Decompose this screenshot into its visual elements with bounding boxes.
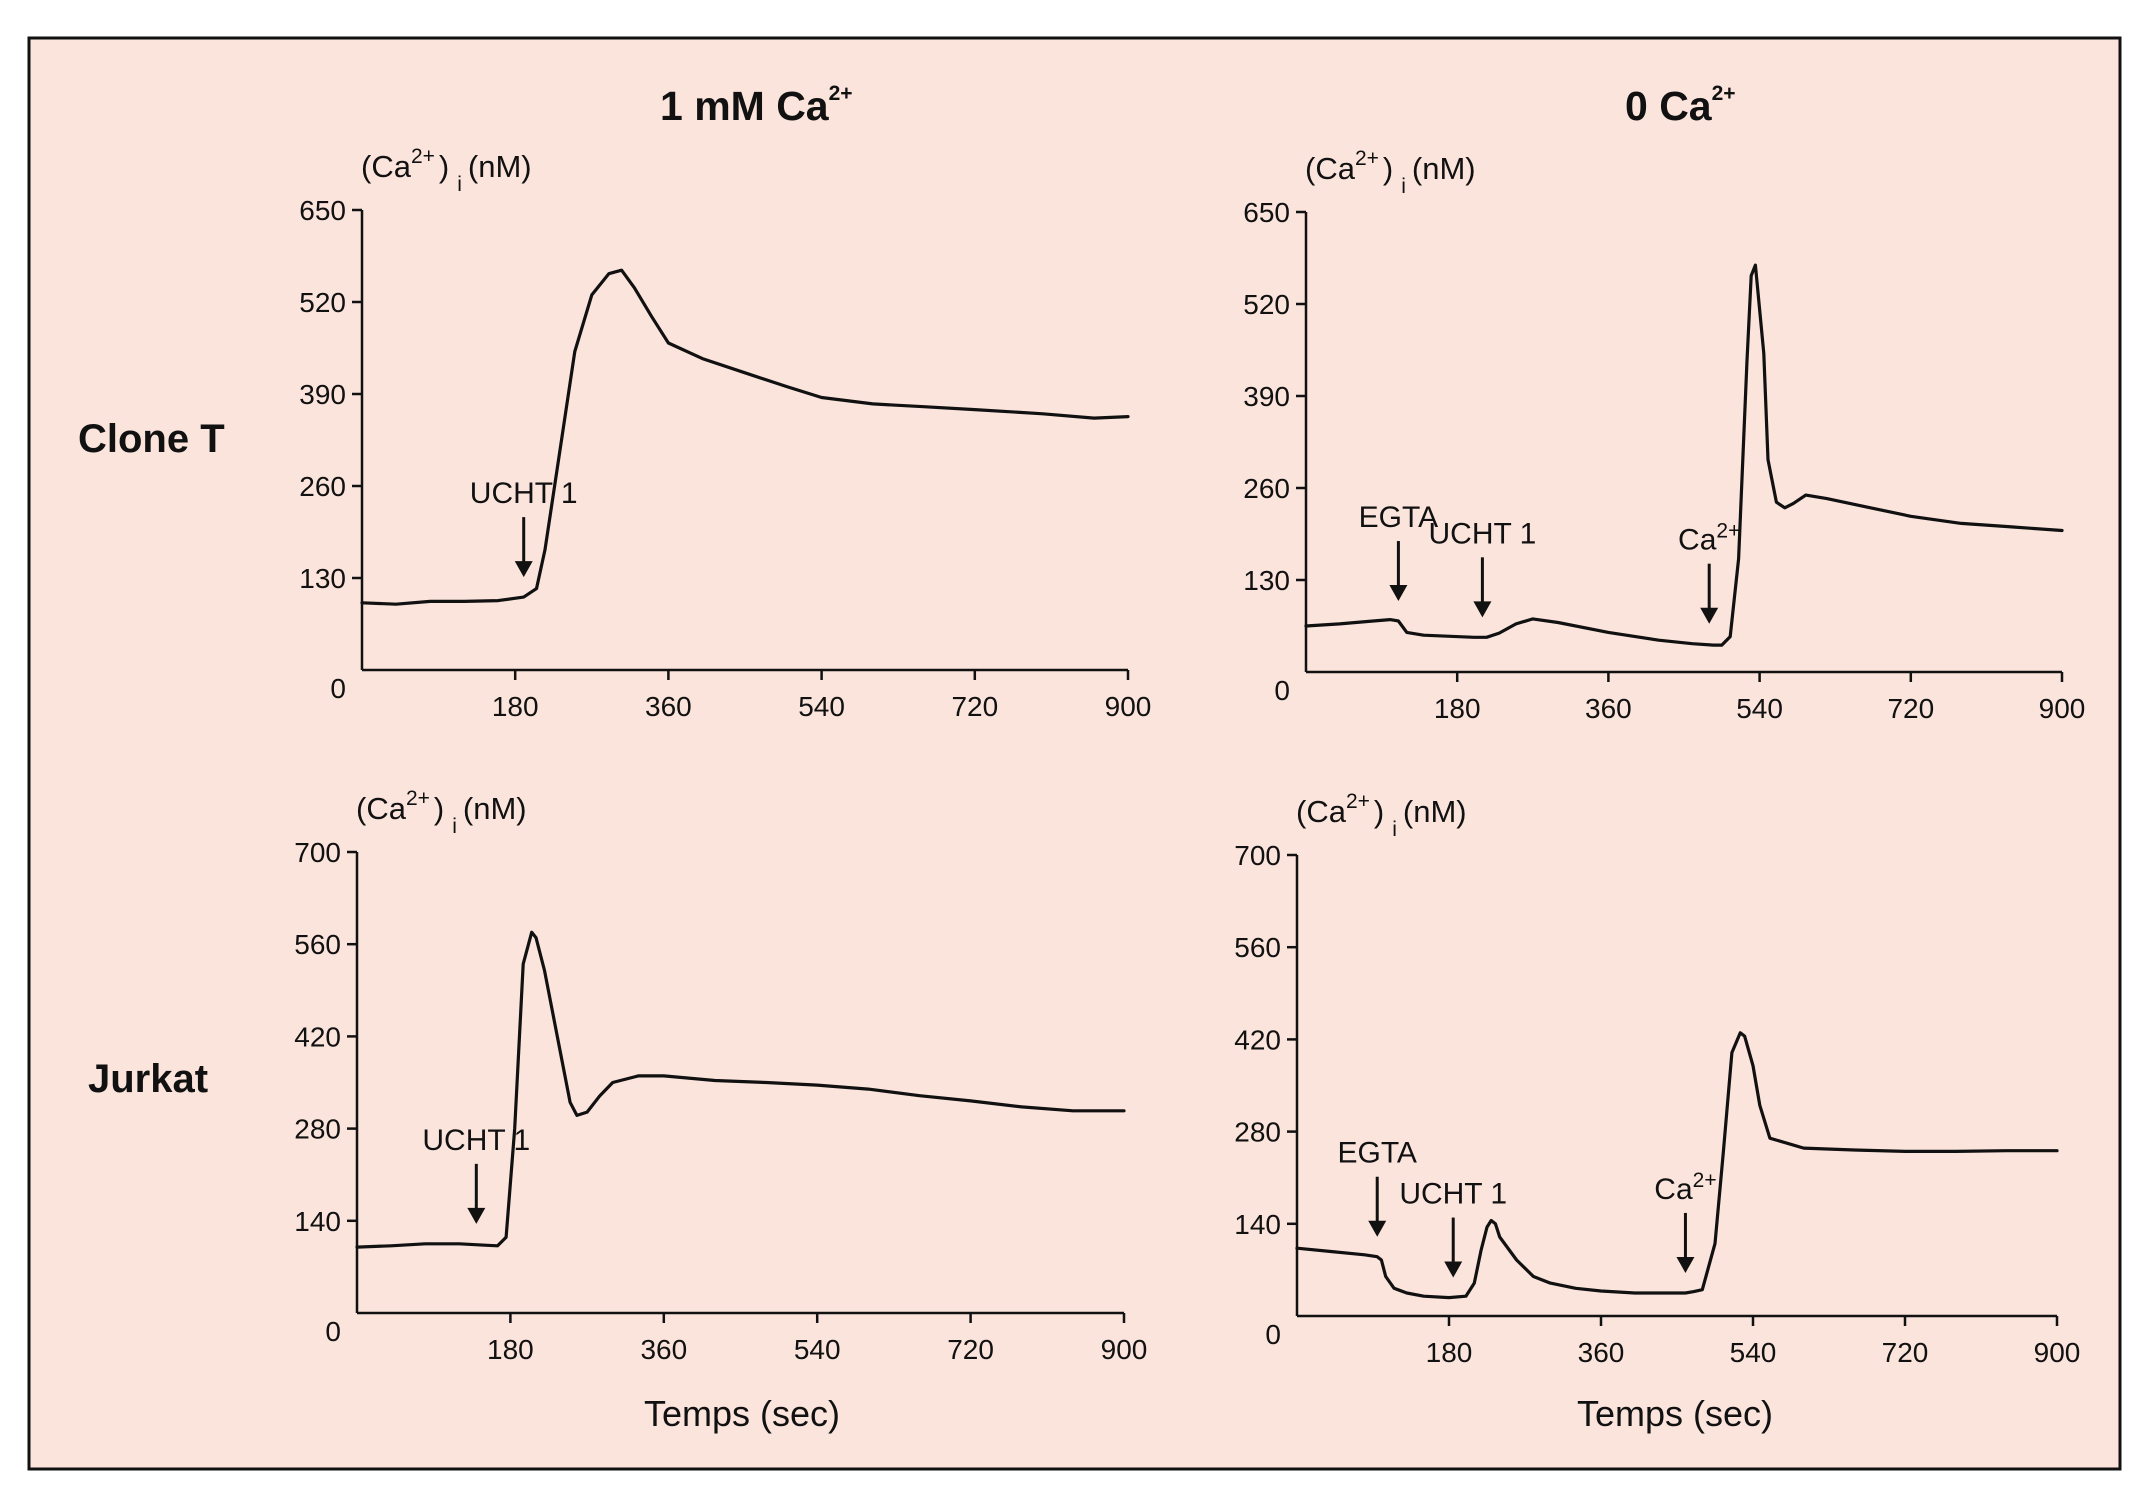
y-tick-label: 700 — [294, 837, 341, 868]
x-tick-label: 540 — [1730, 1337, 1777, 1368]
y-tick-label: 130 — [1243, 565, 1290, 596]
y-tick-label: 280 — [1234, 1117, 1281, 1148]
panels: 130 260 390 520 650 0 180 360 540 720 900 (Ca2+)i(n… — [294, 145, 2085, 1368]
column-title-0ca: 0 Ca2+ — [1625, 82, 1736, 129]
arrow-head — [1444, 1261, 1463, 1278]
annotation-label: UCHT 1 — [1399, 1178, 1507, 1211]
annotation-arrow — [1368, 1176, 1387, 1237]
x-tick-label: 360 — [640, 1334, 687, 1365]
panel-1: 130 260 390 520 650 0 180 360 540 720 900 (Ca2+)i(n… — [1243, 147, 2085, 724]
series-line — [360, 268, 1130, 606]
x-tick-label: 180 — [487, 1334, 534, 1365]
x-tick-label: 0 — [1265, 1319, 1281, 1350]
figure-frame — [27, 36, 2122, 1471]
annotation-label: UCHT 1 — [470, 477, 578, 510]
x-tick-label: 900 — [2039, 693, 2086, 724]
x-tick-label: 720 — [1882, 1337, 1929, 1368]
y-tick-label: 520 — [299, 287, 346, 318]
x-tick-label: 360 — [1585, 693, 1632, 724]
panel-3: 140 280 420 560 700 0 180 360 540 720 900 (Ca2+)i(n… — [1234, 790, 2080, 1368]
series-line — [355, 930, 1126, 1249]
x-axis-title-right: Temps (sec) — [1577, 1393, 1773, 1434]
x-tick-label: 720 — [951, 691, 998, 722]
arrow-head — [467, 1207, 486, 1224]
y-tick-label: 650 — [299, 195, 346, 226]
x-tick-label: 0 — [330, 673, 346, 704]
annotation-label: UCHT 1 — [422, 1124, 530, 1157]
x-tick-label: 540 — [794, 1334, 841, 1365]
y-tick-label: 700 — [1234, 840, 1281, 871]
annotation-label: UCHT 1 — [1428, 517, 1536, 550]
y-axis-label: (Ca2+)i(nM) — [361, 145, 532, 196]
x-tick-label: 540 — [798, 691, 845, 722]
annotation-label: EGTA — [1359, 501, 1438, 534]
arrow-head — [1389, 585, 1408, 602]
y-axis-label: (Ca2+)i(nM) — [356, 787, 527, 838]
x-tick-label: 900 — [1101, 1334, 1148, 1365]
y-axis-label: (Ca2+)i(nM) — [1305, 147, 1476, 198]
arrow-head — [1700, 607, 1719, 624]
x-tick-label: 900 — [1105, 691, 1152, 722]
panel-0: 130 260 390 520 650 0 180 360 540 720 900 (Ca2+)i(n… — [299, 145, 1151, 722]
row-label-clone-t: Clone T — [78, 417, 225, 461]
column-title-1mM: 1 mM Ca2+ — [660, 82, 853, 129]
x-tick-label: 720 — [947, 1334, 994, 1365]
annotation-label: Ca2+ — [1678, 520, 1740, 557]
y-tick-label: 390 — [1243, 381, 1290, 412]
x-tick-label: 900 — [2034, 1337, 2081, 1368]
y-tick-label: 650 — [1243, 197, 1290, 228]
annotation-arrow — [514, 517, 533, 578]
x-tick-label: 360 — [645, 691, 692, 722]
y-tick-label: 520 — [1243, 289, 1290, 320]
x-axis-title-left: Temps (sec) — [644, 1393, 840, 1434]
annotation-label: Ca2+ — [1654, 1169, 1716, 1206]
panel-2: 140 280 420 560 700 0 180 360 540 720 900 (Ca2+)i(n… — [294, 787, 1147, 1365]
y-tick-label: 140 — [1234, 1209, 1281, 1240]
series-line — [1304, 263, 2064, 647]
arrow-head — [514, 561, 533, 578]
arrow-head — [1368, 1220, 1387, 1237]
annotation-label: EGTA — [1337, 1137, 1416, 1170]
x-tick-label: 0 — [325, 1316, 341, 1347]
series-line — [1295, 1031, 2059, 1300]
x-tick-label: 180 — [492, 691, 539, 722]
x-tick-label: 360 — [1578, 1337, 1625, 1368]
y-tick-label: 130 — [299, 563, 346, 594]
x-tick-label: 180 — [1434, 693, 1481, 724]
arrow-head — [1473, 601, 1492, 618]
y-axis-label: (Ca2+)i(nM) — [1296, 790, 1467, 841]
y-tick-label: 420 — [1234, 1024, 1281, 1055]
y-tick-label: 140 — [294, 1206, 341, 1237]
arrow-head — [1676, 1256, 1695, 1273]
x-tick-label: 540 — [1736, 693, 1783, 724]
y-tick-label: 390 — [299, 379, 346, 410]
y-tick-label: 420 — [294, 1021, 341, 1052]
annotation-arrow — [1444, 1217, 1463, 1278]
x-tick-label: 720 — [1887, 693, 1934, 724]
y-tick-label: 260 — [299, 471, 346, 502]
annotation-arrow — [1676, 1212, 1695, 1273]
x-tick-label: 0 — [1274, 675, 1290, 706]
y-tick-label: 560 — [1234, 932, 1281, 963]
annotation-arrow — [1700, 563, 1719, 624]
annotation-arrow — [1389, 541, 1408, 602]
annotation-arrow — [467, 1163, 486, 1224]
row-label-jurkat: Jurkat — [88, 1057, 208, 1101]
x-tick-label: 180 — [1426, 1337, 1473, 1368]
y-tick-label: 260 — [1243, 473, 1290, 504]
y-tick-label: 560 — [294, 929, 341, 960]
annotation-arrow — [1473, 557, 1492, 618]
y-tick-label: 280 — [294, 1114, 341, 1145]
